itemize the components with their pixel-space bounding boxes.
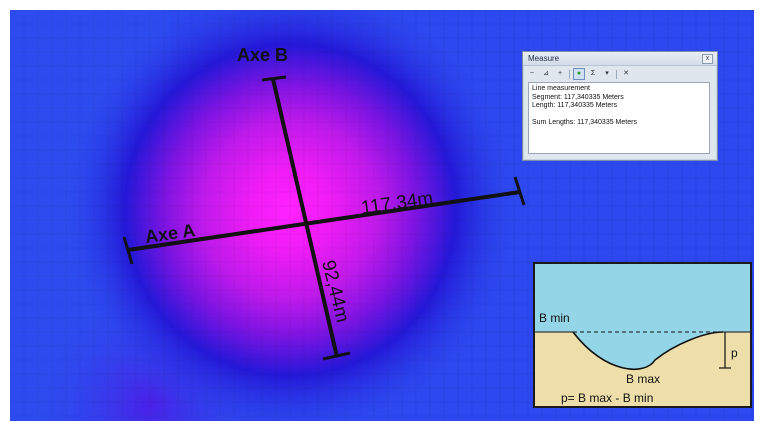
axis-b-line: [261, 75, 351, 361]
sum-icon[interactable]: Σ: [590, 70, 596, 77]
close-button[interactable]: x: [702, 54, 713, 64]
result-length: Length: 117,340335 Meters: [532, 102, 618, 109]
result-segment: Segment: 117,340335 Meters: [532, 93, 624, 101]
area-tool-icon[interactable]: ⊿: [543, 70, 549, 77]
measure-window-titlebar[interactable]: Measure x: [523, 52, 717, 66]
formula-label: p= B max - B min: [561, 391, 654, 405]
result-spacer: [532, 111, 706, 120]
axis-b-label: Axe B: [237, 45, 288, 65]
axis-a-line: [122, 176, 526, 265]
toolbar-separator: [616, 69, 617, 79]
depth-diagram: B min B max p p= B max - B min: [533, 262, 752, 408]
depth-diagram-drawing: [535, 264, 750, 371]
water-area: [535, 264, 750, 332]
p-label: p: [731, 346, 738, 360]
feature-tool-icon[interactable]: +: [557, 70, 563, 77]
result-sum: Sum Lengths: 117,340335 Meters: [532, 119, 637, 126]
measure-window-title: Measure: [528, 54, 560, 63]
measure-results: Line measurement Segment: 117,340335 Met…: [528, 82, 710, 154]
axis-a-length-label: 117,34m: [360, 188, 435, 219]
toolbar-separator: [569, 69, 570, 79]
measure-toolbar: ~ ⊿ + ● Σ ▾ ✕: [523, 66, 717, 82]
b-max-label: B max: [626, 372, 661, 386]
depression-curve: [572, 331, 724, 371]
b-min-label: B min: [539, 311, 570, 325]
snap-toggle-icon[interactable]: ●: [573, 68, 585, 80]
line-tool-icon[interactable]: ~: [529, 70, 535, 77]
depression-shape: [573, 332, 723, 370]
clear-icon[interactable]: ✕: [623, 70, 629, 77]
units-dropdown-icon[interactable]: ▾: [605, 70, 609, 77]
result-heading: Line measurement: [532, 85, 590, 92]
measure-window[interactable]: Measure x ~ ⊿ + ● Σ ▾ ✕ Line measurement…: [522, 51, 718, 161]
